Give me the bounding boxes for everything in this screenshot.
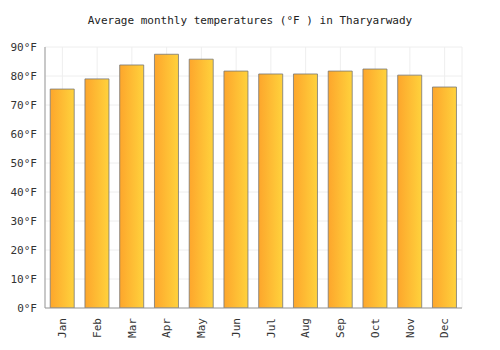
html-text:Average monthly temperatures (: Average monthly temperatures (°F ) in Th…: [87, 14, 413, 27]
svg-text:Sep: Sep: [334, 318, 347, 338]
svg-text:Mar: Mar: [126, 318, 139, 338]
svg-text:0°F: 0°F: [17, 302, 37, 315]
svg-text:Jan: Jan: [56, 318, 69, 338]
svg-text:60°F: 60°F: [11, 128, 38, 141]
svg-text:Jun: Jun: [230, 318, 243, 338]
svg-text:Aug: Aug: [299, 318, 312, 338]
svg-text:40°F: 40°F: [11, 186, 38, 199]
svg-text:10°F: 10°F: [11, 273, 38, 286]
svg-text:80°F: 80°F: [11, 70, 38, 83]
svg-text:May: May: [195, 318, 208, 338]
svg-text:20°F: 20°F: [11, 244, 38, 257]
svg-text:50°F: 50°F: [11, 157, 38, 170]
svg-text:Feb: Feb: [91, 318, 104, 338]
svg-text:Dec: Dec: [438, 318, 451, 338]
svg-text:Jul: Jul: [265, 318, 278, 338]
svg-text:70°F: 70°F: [11, 99, 38, 112]
svg-text:30°F: 30°F: [11, 215, 38, 228]
svg-text:Apr: Apr: [160, 318, 173, 338]
svg-text:Oct: Oct: [369, 318, 382, 338]
svg-text:90°F: 90°F: [11, 41, 38, 54]
svg-text:Nov: Nov: [404, 318, 417, 338]
